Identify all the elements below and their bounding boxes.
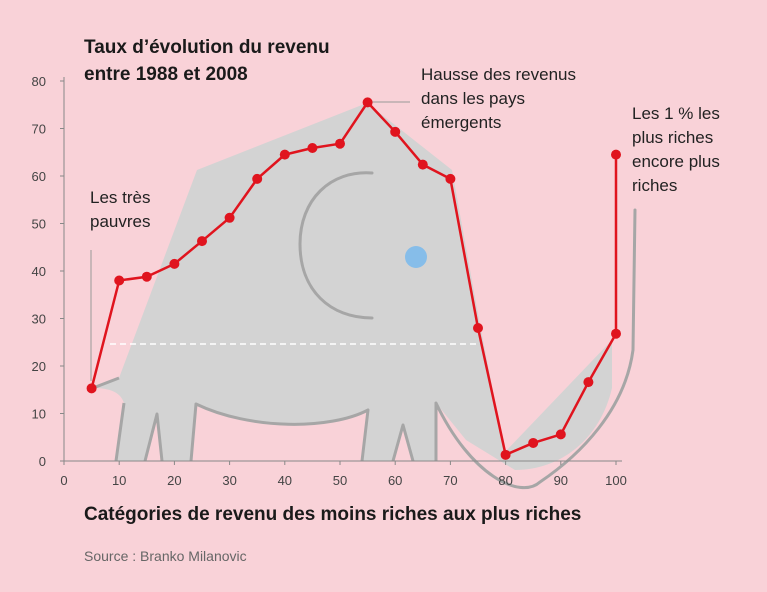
x-tick-label: 90	[554, 473, 568, 488]
elephant-illustration	[92, 103, 637, 490]
x-tick-label: 20	[167, 473, 181, 488]
y-tick-label: 20	[32, 359, 46, 374]
y-tick-label: 0	[39, 454, 46, 469]
annotation-poor-line-1: Les très	[90, 188, 151, 207]
y-tick-label: 50	[32, 217, 46, 232]
annotation-richest-line-4: riches	[632, 176, 678, 195]
data-point	[86, 383, 97, 394]
source-note: Source : Branko Milanovic	[84, 548, 247, 564]
data-point	[141, 271, 152, 282]
data-point	[611, 328, 621, 339]
x-tick-label: 0	[60, 473, 67, 488]
data-point	[445, 173, 456, 184]
annotation-poor-line-2: pauvres	[90, 212, 151, 231]
data-point-top-1pct	[611, 149, 621, 160]
chart-title-line-1: Taux d’évolution du revenu	[84, 37, 330, 58]
data-point	[307, 142, 318, 153]
annotation-emerging-line-3: émergents	[421, 113, 502, 132]
data-point	[555, 429, 566, 440]
data-point	[279, 149, 290, 160]
data-point	[169, 258, 180, 269]
annotation-richest-line-1: Les 1 % les	[632, 104, 720, 123]
data-point	[583, 377, 594, 388]
series-line	[90, 101, 618, 457]
data-point	[528, 437, 539, 448]
x-tick-label: 100	[605, 473, 627, 488]
chart-title: Taux d’évolution du revenu entre 1988 et…	[84, 34, 330, 88]
y-tick-label: 30	[32, 312, 46, 327]
series-line-group	[90, 101, 618, 457]
elephant-ear-outline	[298, 171, 374, 320]
x-tick-label: 60	[388, 473, 402, 488]
data-point	[362, 97, 373, 108]
data-points-group	[86, 97, 621, 460]
annotation-poor: Les très pauvres	[90, 186, 150, 234]
annotation-emerging-line-1: Hausse des revenus	[421, 65, 576, 84]
chart-axes: 0 10 20 30 40 50 60 70 80 0 10 20 30 40 50 60 70 80 90 100	[32, 74, 627, 488]
data-point	[114, 275, 125, 286]
x-tick-label: 80	[498, 473, 512, 488]
chart-title-line-2: entre 1988 et 2008	[84, 64, 248, 85]
y-tick-label: 80	[32, 74, 46, 89]
annotation-richest: Les 1 % les plus riches encore plus rich…	[632, 102, 720, 198]
x-tick-label: 10	[112, 473, 126, 488]
data-point	[224, 212, 235, 223]
annotation-richest-line-2: plus riches	[632, 128, 714, 147]
elephant-trunk-outline	[434, 208, 637, 490]
elephant-body	[93, 103, 612, 470]
data-point	[335, 138, 345, 149]
y-tick-label: 10	[32, 407, 46, 422]
data-point	[500, 449, 511, 460]
data-point	[197, 236, 207, 247]
x-axis-title: Catégories de revenu des moins riches au…	[84, 504, 582, 525]
data-point	[473, 323, 483, 333]
annotation-richest-line-3: encore plus	[632, 152, 720, 171]
x-tick-label: 50	[333, 473, 347, 488]
y-tick-label: 70	[32, 122, 46, 137]
annotation-emerging-line-2: dans les pays	[421, 89, 525, 108]
x-tick-label: 40	[278, 473, 292, 488]
y-tick-label: 40	[32, 264, 46, 279]
data-point	[417, 159, 428, 170]
x-tick-label: 70	[443, 473, 457, 488]
elephant-eye	[405, 246, 427, 268]
y-tick-label: 60	[32, 169, 46, 184]
x-tick-label: 30	[222, 473, 236, 488]
elephant-legs-outline	[92, 376, 438, 462]
data-point	[390, 126, 401, 137]
data-point	[252, 173, 263, 184]
annotation-emerging: Hausse des revenus dans les pays émergen…	[421, 63, 576, 135]
